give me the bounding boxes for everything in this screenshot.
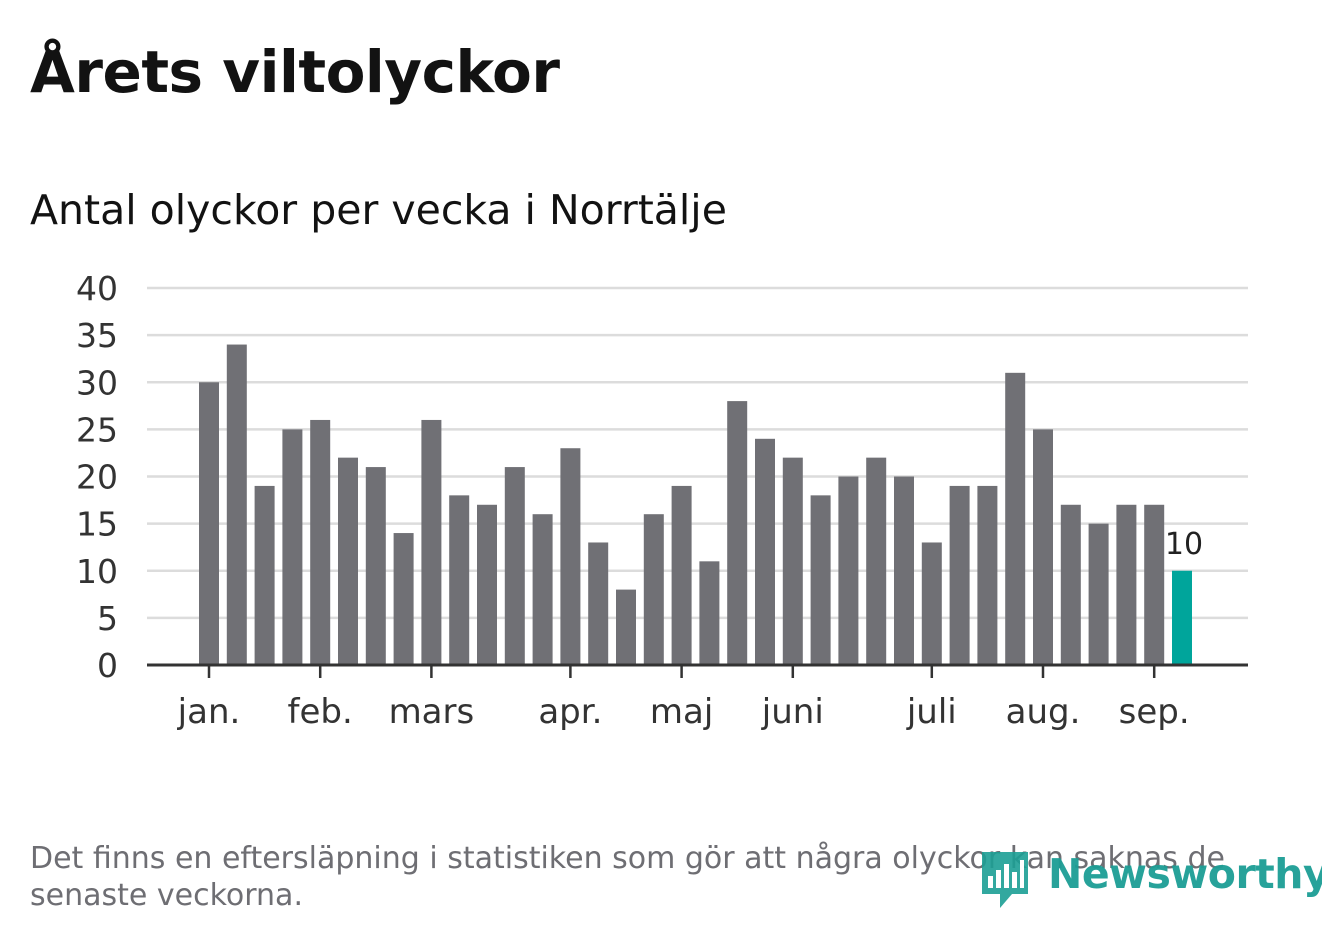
bar [504,467,525,665]
bar-highlight [1172,570,1192,665]
bar [699,561,720,665]
bar [1033,429,1053,665]
bars [199,344,1192,665]
bar [532,514,553,665]
data-labels: 10 [1162,524,1205,564]
x-tick-label: aug. [1006,692,1081,732]
bar [588,542,609,665]
bar [894,476,914,665]
y-tick-label: 30 [76,363,118,402]
bar [254,485,275,665]
bar [810,495,831,665]
bar [1060,504,1081,665]
x-axis-ticks: jan. feb. mars apr. maj juni juli aug. sep. [177,665,1190,732]
x-tick-label: juni [761,692,824,732]
bar [282,429,303,665]
y-tick-label: 40 [76,269,118,308]
bar [365,467,386,665]
x-tick-label: apr. [538,692,602,732]
newsworthy-logo-icon [982,852,1028,908]
bar [421,419,442,665]
bar [921,542,942,665]
x-tick-label: juli [906,692,957,732]
gridlines [147,286,1248,620]
bar [310,419,331,665]
x-tick-label: maj [650,692,713,732]
bar [866,457,887,665]
bar [477,504,497,665]
bar [1116,504,1137,665]
bar [449,495,470,665]
bar [755,438,775,665]
y-tick-label: 20 [76,458,118,497]
bar [1088,523,1109,665]
bar [782,457,803,665]
data-label: 10 [1165,527,1203,562]
bar [226,344,247,665]
x-tick-label: feb. [288,692,353,732]
y-axis-ticks: 0 5 10 15 20 25 30 35 40 [76,269,118,685]
chart-title: Årets viltolyckor [30,38,560,106]
bar [643,514,664,665]
bar [393,533,414,665]
bar [949,485,970,665]
bar [1005,372,1026,665]
y-tick-label: 25 [76,410,118,449]
bar [727,401,748,665]
bar [1144,504,1165,665]
y-tick-label: 10 [76,552,118,591]
bar [977,485,998,665]
bar [338,457,358,665]
bar [838,476,859,665]
newsworthy-logo: Newsworthy [978,848,1322,912]
bar-chart: 0 5 10 15 20 25 30 35 40 jan. feb. mars apr. maj juni… [76,269,1248,732]
newsworthy-logo-text: Newsworthy [1048,850,1322,898]
bar [616,589,636,665]
bar [560,448,581,665]
x-tick-label: jan. [177,692,241,732]
bar [671,485,692,665]
y-tick-label: 0 [97,646,118,685]
chart-subtitle: Antal olyckor per vecka i Norrtälje [30,186,727,234]
y-tick-label: 35 [76,316,118,355]
x-tick-label: mars [389,692,475,732]
y-tick-label: 15 [76,505,118,544]
x-tick-label: sep. [1119,692,1190,732]
bar [199,382,219,665]
y-tick-label: 5 [97,599,118,638]
